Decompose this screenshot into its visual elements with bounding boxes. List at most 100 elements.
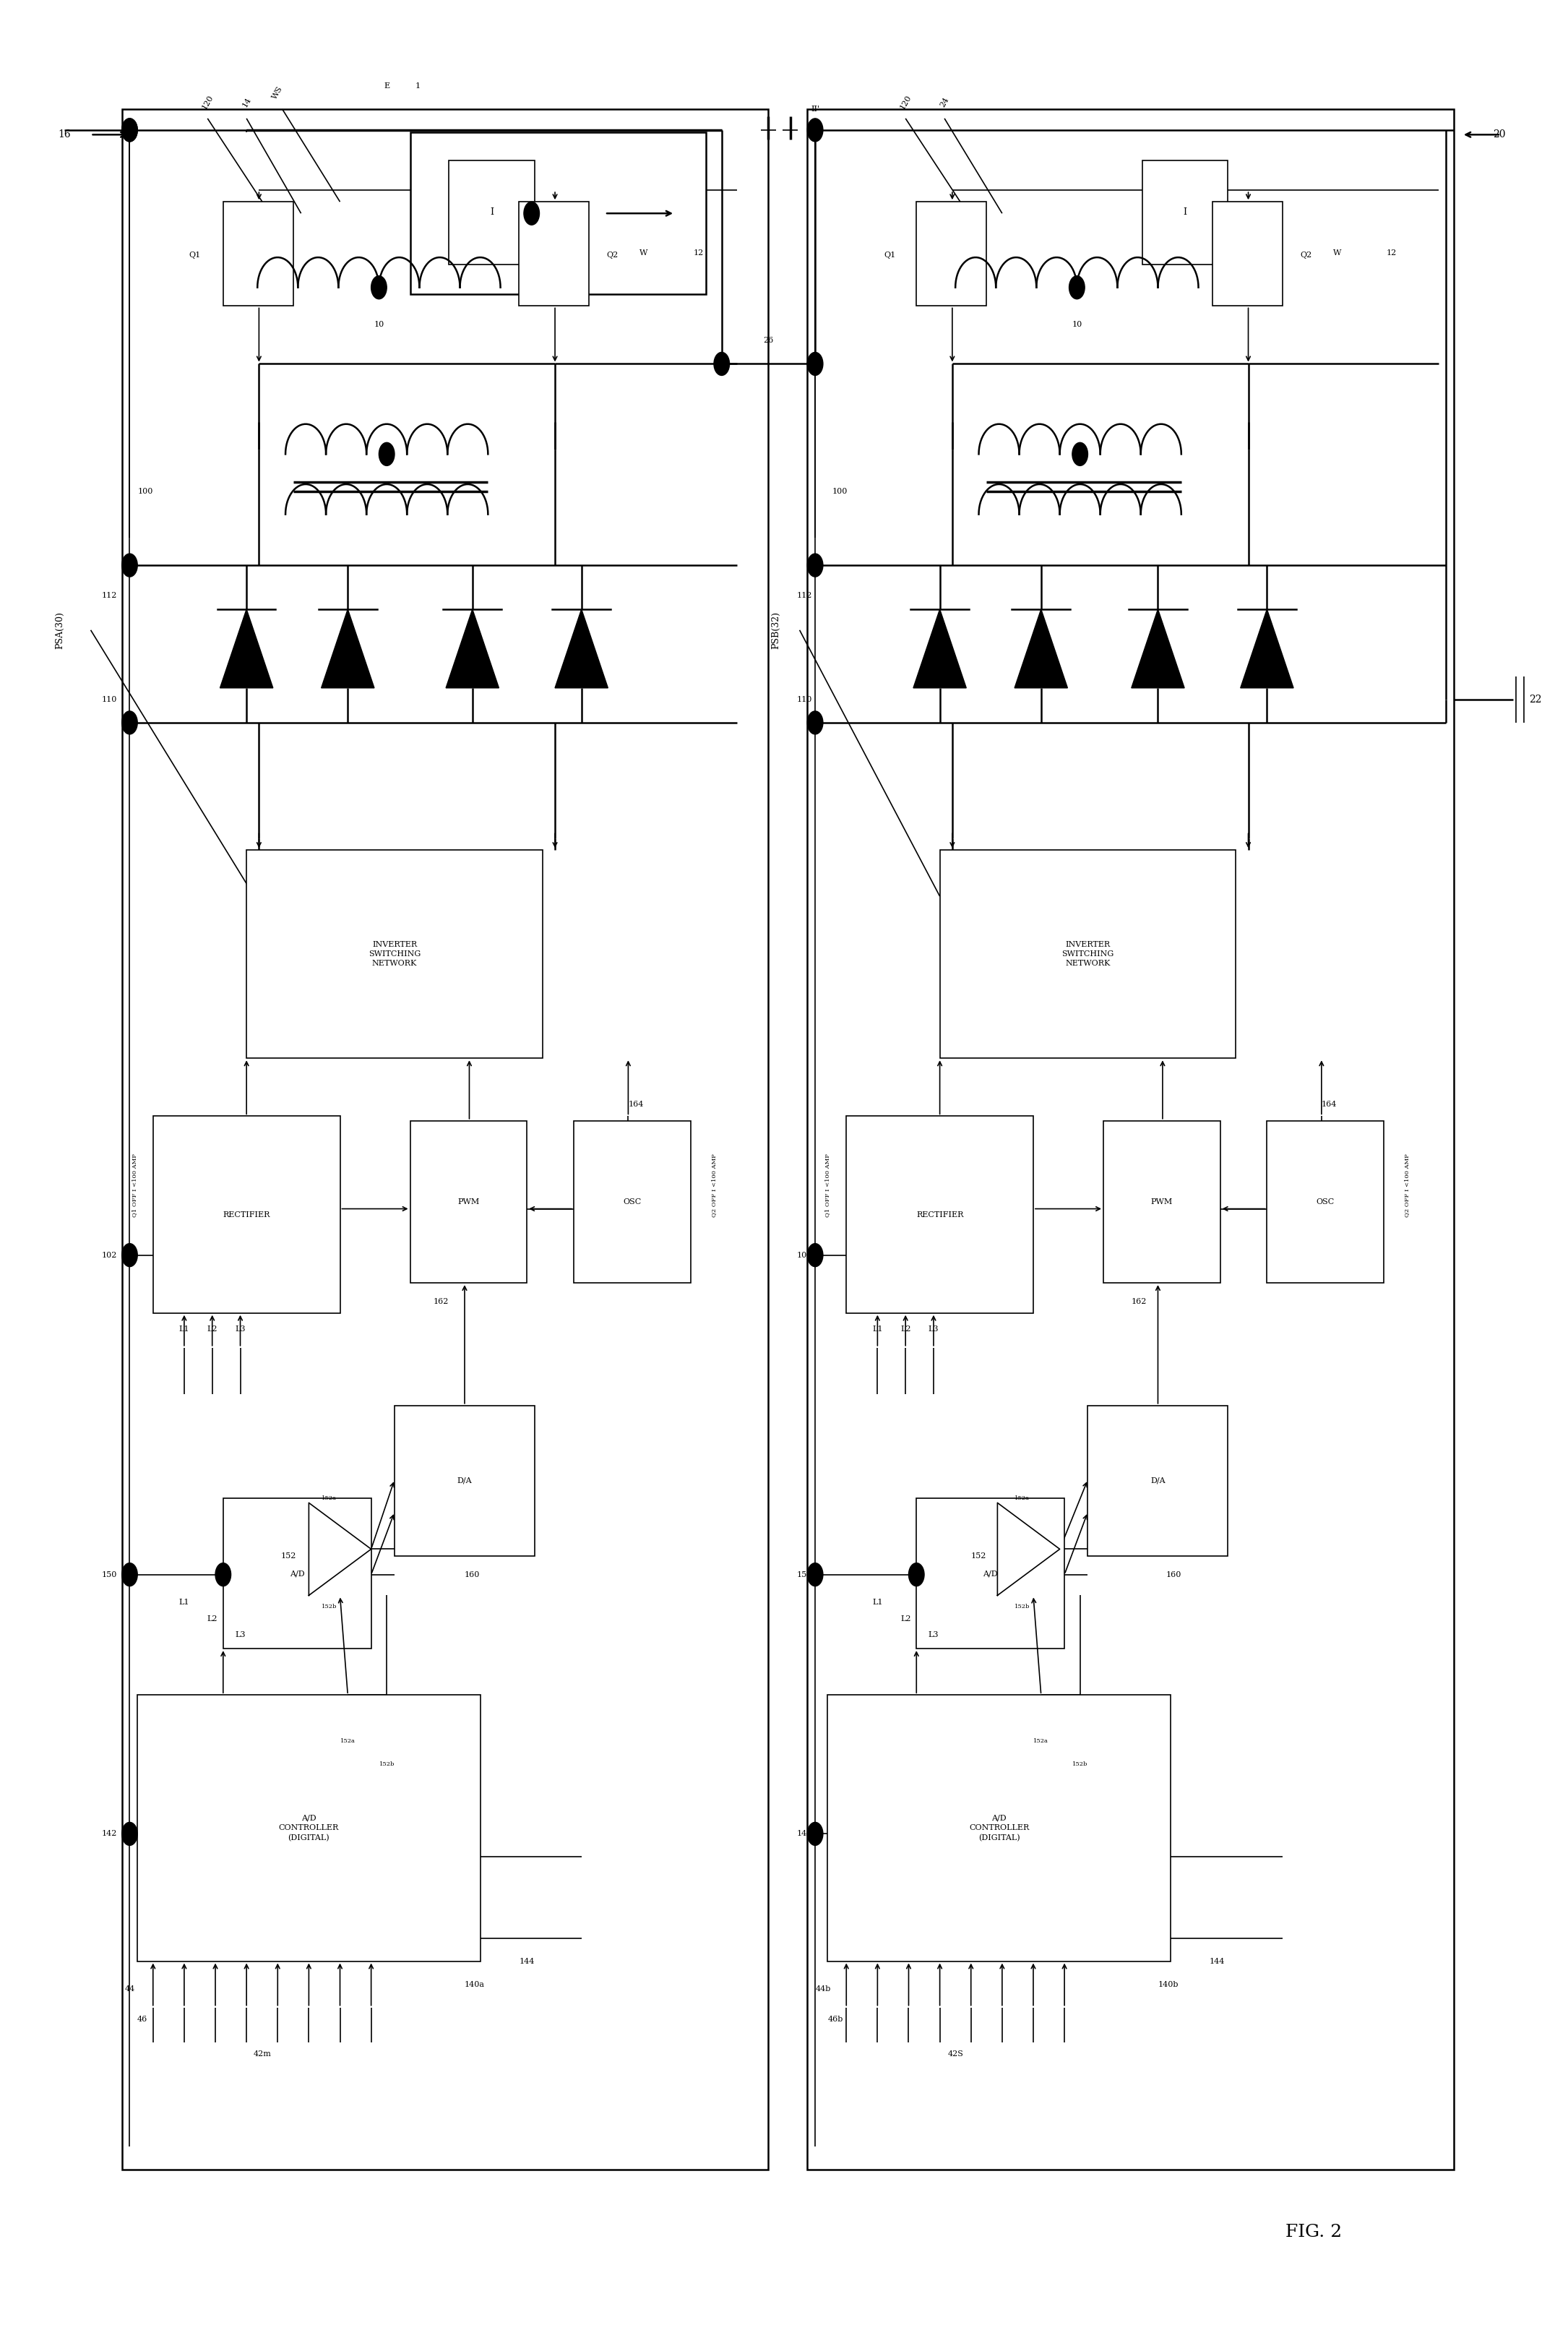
Text: Q2: Q2 bbox=[1300, 251, 1312, 258]
Circle shape bbox=[122, 1562, 138, 1586]
Text: 152a: 152a bbox=[1033, 1739, 1049, 1744]
Text: Q1 OFF I <100 AMP: Q1 OFF I <100 AMP bbox=[825, 1153, 831, 1218]
Polygon shape bbox=[1014, 609, 1068, 688]
Text: 16: 16 bbox=[58, 130, 71, 140]
Circle shape bbox=[379, 442, 395, 465]
Text: I: I bbox=[491, 207, 494, 216]
Bar bbox=[1267, 1121, 1385, 1283]
Bar bbox=[1212, 202, 1283, 307]
Text: 152a: 152a bbox=[340, 1739, 356, 1744]
Bar bbox=[395, 1407, 535, 1555]
Circle shape bbox=[808, 1244, 823, 1267]
Text: INVERTER
SWITCHING
NETWORK: INVERTER SWITCHING NETWORK bbox=[1062, 942, 1113, 967]
Text: 150: 150 bbox=[102, 1572, 118, 1579]
Text: 12: 12 bbox=[1386, 249, 1397, 256]
Text: Q1: Q1 bbox=[190, 251, 201, 258]
Text: A/D
CONTROLLER
(DIGITAL): A/D CONTROLLER (DIGITAL) bbox=[969, 1816, 1029, 1841]
Circle shape bbox=[808, 1823, 823, 1846]
Bar bbox=[1088, 1407, 1228, 1555]
Text: 150: 150 bbox=[797, 1572, 812, 1579]
Text: L3: L3 bbox=[928, 1325, 939, 1332]
Text: 152: 152 bbox=[971, 1553, 986, 1560]
Circle shape bbox=[122, 1823, 138, 1846]
Bar bbox=[1143, 160, 1228, 265]
Text: 152b: 152b bbox=[1073, 1762, 1088, 1767]
Text: 120: 120 bbox=[898, 93, 913, 112]
Bar bbox=[411, 133, 706, 295]
Text: 110: 110 bbox=[797, 695, 812, 702]
Bar bbox=[223, 1497, 372, 1648]
Polygon shape bbox=[321, 609, 375, 688]
Text: 140a: 140a bbox=[464, 1981, 485, 1988]
Text: E: E bbox=[384, 81, 390, 91]
Circle shape bbox=[808, 711, 823, 735]
Text: L2: L2 bbox=[207, 1616, 218, 1623]
Text: 160: 160 bbox=[464, 1572, 480, 1579]
Text: PWM: PWM bbox=[458, 1197, 480, 1204]
Circle shape bbox=[215, 1562, 230, 1586]
Circle shape bbox=[122, 119, 138, 142]
Polygon shape bbox=[445, 609, 499, 688]
Text: 46b: 46b bbox=[828, 2016, 844, 2023]
Text: 20: 20 bbox=[1493, 130, 1505, 140]
Circle shape bbox=[1069, 277, 1085, 300]
Bar bbox=[828, 1695, 1170, 1962]
Text: A/D
CONTROLLER
(DIGITAL): A/D CONTROLLER (DIGITAL) bbox=[279, 1816, 339, 1841]
Text: RECTIFIER: RECTIFIER bbox=[916, 1211, 963, 1218]
Bar bbox=[1104, 1121, 1220, 1283]
Text: OSC: OSC bbox=[1316, 1197, 1334, 1204]
Circle shape bbox=[122, 1244, 138, 1267]
Bar bbox=[574, 1121, 690, 1283]
Text: 10: 10 bbox=[1073, 321, 1082, 328]
Text: 102: 102 bbox=[102, 1251, 118, 1258]
Text: 112: 112 bbox=[797, 593, 812, 600]
Text: 162: 162 bbox=[1132, 1297, 1146, 1304]
Bar bbox=[939, 851, 1236, 1058]
Circle shape bbox=[808, 119, 823, 142]
Circle shape bbox=[1073, 442, 1088, 465]
Bar bbox=[411, 1121, 527, 1283]
Text: W: W bbox=[1333, 249, 1341, 256]
Text: L1: L1 bbox=[872, 1325, 883, 1332]
Text: OSC: OSC bbox=[622, 1197, 641, 1204]
Text: 142: 142 bbox=[102, 1830, 118, 1837]
Text: D/A: D/A bbox=[1151, 1476, 1165, 1483]
Text: D/A: D/A bbox=[458, 1476, 472, 1483]
Text: 10: 10 bbox=[373, 321, 384, 328]
Text: PWM: PWM bbox=[1151, 1197, 1173, 1204]
Bar bbox=[223, 202, 293, 307]
Text: PSB(32): PSB(32) bbox=[771, 611, 781, 649]
Text: 1: 1 bbox=[416, 81, 420, 91]
Bar bbox=[916, 1497, 1065, 1648]
Text: 164: 164 bbox=[1322, 1102, 1338, 1109]
Text: 160: 160 bbox=[1165, 1572, 1181, 1579]
Text: 164: 164 bbox=[629, 1102, 643, 1109]
Text: 102: 102 bbox=[797, 1251, 812, 1258]
Polygon shape bbox=[997, 1502, 1060, 1595]
Text: 144: 144 bbox=[1209, 1958, 1225, 1965]
Text: 44b: 44b bbox=[815, 1986, 831, 1993]
Text: Q2: Q2 bbox=[607, 251, 618, 258]
Text: RECTIFIER: RECTIFIER bbox=[223, 1211, 270, 1218]
Text: 110: 110 bbox=[102, 695, 118, 702]
Bar bbox=[519, 202, 590, 307]
Circle shape bbox=[122, 119, 138, 142]
Bar bbox=[154, 1116, 340, 1314]
Circle shape bbox=[808, 1562, 823, 1586]
Bar bbox=[916, 202, 986, 307]
Text: FIG. 2: FIG. 2 bbox=[1286, 2223, 1342, 2241]
Text: 112: 112 bbox=[102, 593, 118, 600]
Bar bbox=[122, 109, 768, 2169]
Text: 152b: 152b bbox=[1014, 1604, 1030, 1609]
Circle shape bbox=[808, 353, 823, 374]
Text: 100: 100 bbox=[833, 488, 848, 495]
Text: 100: 100 bbox=[138, 488, 154, 495]
Circle shape bbox=[908, 1562, 924, 1586]
Text: L2: L2 bbox=[900, 1616, 911, 1623]
Bar bbox=[847, 1116, 1033, 1314]
Text: 42S: 42S bbox=[947, 2051, 963, 2058]
Text: L1: L1 bbox=[872, 1600, 883, 1607]
Polygon shape bbox=[1132, 609, 1184, 688]
Circle shape bbox=[808, 553, 823, 577]
Text: Q1: Q1 bbox=[884, 251, 895, 258]
